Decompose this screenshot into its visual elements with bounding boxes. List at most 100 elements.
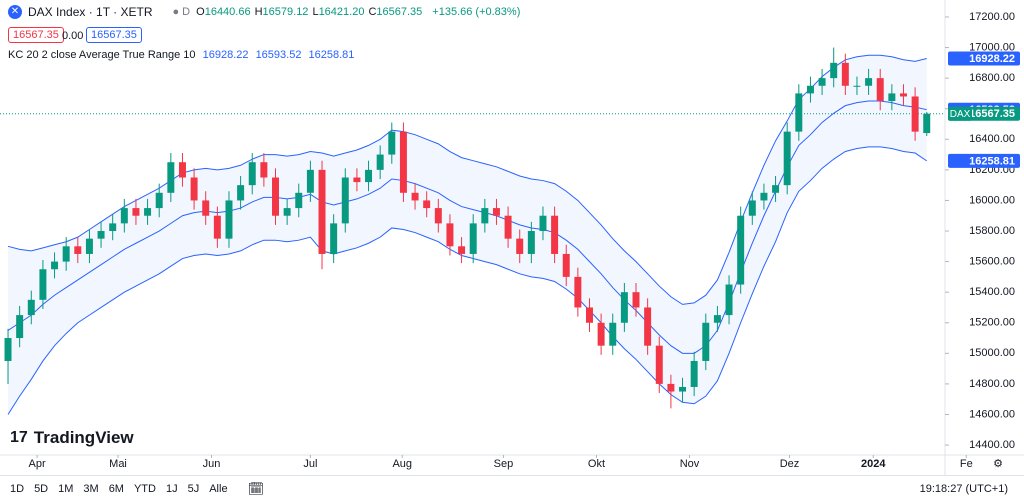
candle-body — [446, 223, 454, 247]
candle — [818, 68, 826, 95]
candle — [841, 53, 849, 95]
y-tick-label: 15400.00 — [969, 286, 1015, 298]
logo[interactable]: 17 TradingView — [10, 428, 134, 448]
clock[interactable]: 19:18:27 (UTC+1) — [919, 483, 1008, 495]
range-button[interactable]: 1M — [58, 483, 74, 495]
candle-body — [16, 315, 24, 339]
candle — [132, 198, 140, 225]
candle — [562, 244, 570, 287]
candle-body — [411, 192, 419, 201]
x-tick-label: Jul — [303, 458, 317, 470]
logo-mark: 17 — [10, 429, 28, 446]
candle-body — [888, 93, 896, 102]
candle — [923, 111, 931, 137]
candle — [702, 313, 710, 371]
candle-body — [225, 200, 233, 239]
candle-body — [27, 299, 35, 316]
candle — [365, 160, 373, 192]
candle-body — [516, 238, 524, 254]
candle — [4, 328, 12, 384]
candle — [830, 47, 838, 88]
x-tick-label: Nov — [680, 458, 700, 470]
candle — [620, 282, 628, 332]
buy-price[interactable]: 16567.35 — [86, 27, 142, 43]
candle-body — [772, 185, 780, 193]
y-tick-label: 16800.00 — [969, 72, 1015, 84]
price-box-label: 16928.22 — [969, 53, 1015, 65]
x-tick-label: Okt — [588, 458, 605, 470]
candle-body — [97, 231, 105, 239]
calendar-button[interactable]: 🗓 — [247, 481, 265, 496]
candle-body — [841, 62, 849, 86]
candle-body — [865, 78, 873, 86]
legend-header: ✕ DAX Index · 1T · XETR ● D O16440.66 H16… — [8, 5, 520, 19]
candle — [109, 214, 117, 241]
candle-body — [539, 215, 547, 232]
logo-text: TradingView — [33, 428, 134, 447]
x-tick-label: Aug — [392, 458, 412, 470]
candle — [248, 153, 256, 195]
candle — [39, 260, 47, 309]
candle-body — [213, 215, 221, 239]
candle-body — [725, 284, 733, 316]
range-button[interactable]: 1D — [10, 483, 25, 495]
x-tick-label: Fe — [960, 458, 973, 470]
candle — [85, 229, 93, 264]
candle — [144, 198, 152, 225]
ohlc-value: 16440.66 — [204, 6, 251, 18]
candle-body — [632, 292, 640, 308]
candle — [167, 153, 175, 202]
candle-body — [272, 177, 279, 216]
range-button[interactable]: Alle — [209, 483, 228, 495]
candle-body — [458, 246, 466, 254]
candle — [748, 191, 756, 225]
bottom-toolbar: 1D 5D 1M 3M 6M YTD 1J 5J Alle 🗓 19:18:27 (UTC+1) — [0, 475, 1024, 502]
candle — [97, 221, 105, 248]
y-tick-label: 16400.00 — [969, 133, 1015, 145]
candle — [865, 68, 873, 95]
indicator-name[interactable]: KC 20 2 close Average True Range 10 — [8, 49, 196, 61]
price-box-label: 16258.81 — [969, 155, 1015, 167]
sell-price[interactable]: 16567.35 — [8, 27, 64, 43]
range-button[interactable]: 3M — [83, 483, 99, 495]
settings-icon: ⚙ — [993, 458, 1003, 470]
candle — [399, 122, 407, 202]
candle-body — [190, 177, 198, 201]
candle — [772, 175, 780, 202]
candle-body — [760, 192, 768, 201]
y-tick-label: 16000.00 — [969, 194, 1015, 206]
range-button[interactable]: 5D — [34, 483, 49, 495]
range-button[interactable]: YTD — [133, 483, 156, 495]
candle-body — [318, 169, 326, 254]
candle — [644, 298, 652, 355]
candle — [725, 275, 733, 325]
candle-body — [492, 208, 500, 216]
candle-body — [178, 162, 186, 178]
range-button[interactable]: 1J — [165, 483, 178, 495]
candle — [376, 145, 384, 180]
candle — [469, 214, 477, 264]
candle-body — [806, 85, 814, 94]
candle — [283, 198, 291, 225]
candle-body — [562, 253, 570, 277]
range-button[interactable]: 5J — [187, 483, 200, 495]
range-button[interactable]: 6M — [108, 483, 124, 495]
candle-body — [795, 93, 803, 132]
candle-body — [737, 215, 745, 285]
candle — [330, 214, 338, 264]
candle-body — [876, 78, 884, 102]
candle-body — [4, 338, 12, 361]
candle — [667, 374, 675, 409]
candle-body — [434, 208, 442, 224]
candle — [481, 198, 489, 233]
ohlc-value: 16579.12 — [262, 6, 309, 18]
market-status[interactable]: ● D — [172, 6, 191, 18]
indicator-value: 16258.81 — [308, 49, 355, 61]
candle-body — [260, 162, 268, 178]
indicator-value: 16928.22 — [202, 49, 249, 61]
symbol[interactable]: DAX Index · 1T · XETR — [28, 5, 153, 19]
candle — [62, 237, 70, 271]
candle — [74, 237, 82, 264]
y-tick-label: 15000.00 — [969, 347, 1015, 359]
ohlc-key: C — [368, 6, 377, 18]
